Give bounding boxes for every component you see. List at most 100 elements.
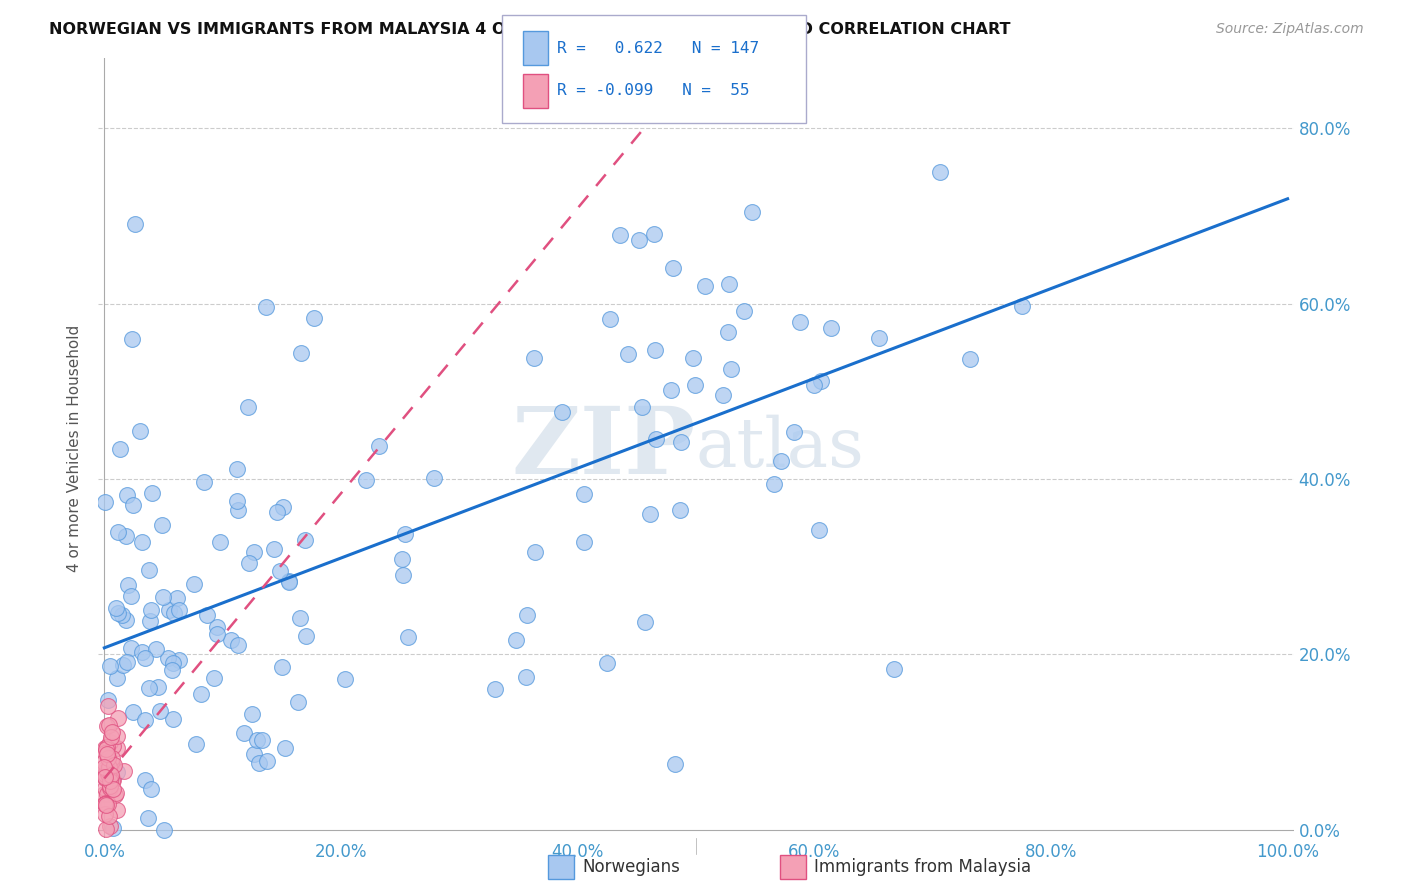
Point [669,503,692,517]
Point [94,495,117,509]
Point [295,629,318,643]
Point [128,424,150,438]
Text: ZIP: ZIP [512,403,696,493]
Point [190,687,212,701]
Point [93,807,115,822]
Point [162,657,184,671]
Point [631,400,654,414]
Point [131,645,153,659]
Point [103,822,125,836]
Point [121,332,143,346]
Point [505,633,527,648]
Point [98,718,121,732]
Point [96,739,118,754]
Point [98,659,121,673]
Point [94,769,117,783]
Point [152,590,174,604]
Point [96,747,118,761]
Point [645,433,668,447]
Point [789,315,811,329]
Point [883,662,905,676]
Point [682,351,704,365]
Point [96,763,118,777]
Point [354,473,377,487]
Point [959,351,981,366]
Point [868,331,890,345]
Point [638,508,661,522]
Text: R =   0.622   N = 147: R = 0.622 N = 147 [557,41,759,55]
Point [101,739,124,754]
Point [671,435,693,450]
Point [233,726,256,740]
Point [97,692,120,706]
Point [105,803,128,817]
Point [278,574,301,589]
Point [243,747,266,762]
Point [423,471,446,485]
Point [226,638,249,652]
Point [225,462,247,476]
Point [115,613,138,627]
Point [107,671,129,685]
Point [157,603,180,617]
Point [93,765,115,780]
Point [207,620,229,634]
Point [162,606,184,620]
Point [93,760,115,774]
Point [114,529,136,543]
Point [783,425,806,439]
Point [96,742,118,756]
Point [278,575,301,590]
Point [156,651,179,665]
Point [110,607,132,622]
Point [685,378,707,392]
Point [103,757,125,772]
Point [695,279,717,293]
Point [711,388,734,402]
Point [599,311,621,326]
Point [104,786,127,800]
Point [124,217,146,231]
Point [209,534,232,549]
Point [634,615,657,629]
Point [166,591,188,606]
Point [100,756,122,770]
Point [664,757,686,772]
Point [136,811,159,825]
Point [515,670,537,684]
Point [101,724,124,739]
Point [238,556,260,570]
Point [238,401,260,415]
Point [101,773,124,788]
Point [271,500,294,515]
Point [93,756,115,770]
Point [97,797,120,811]
Point [167,653,190,667]
Point [101,751,124,765]
Point [93,771,115,785]
Point [523,545,546,559]
Point [101,772,124,787]
Point [243,545,266,559]
Point [117,577,139,591]
Point [96,788,118,802]
Point [810,374,832,388]
Point [93,787,115,801]
Point [263,542,285,557]
Point [94,797,117,811]
Point [134,650,156,665]
Point [93,797,115,811]
Point [1011,299,1033,313]
Text: R = -0.099   N =  55: R = -0.099 N = 55 [557,84,749,98]
Point [228,502,250,516]
Point [122,706,145,720]
Point [392,568,415,582]
Point [183,576,205,591]
Text: Norwegians: Norwegians [582,858,681,876]
Point [662,260,685,275]
Y-axis label: 4 or more Vehicles in Household: 4 or more Vehicles in Household [67,325,83,572]
Point [98,760,121,774]
Point [770,454,793,468]
Point [141,486,163,500]
Point [134,773,156,788]
